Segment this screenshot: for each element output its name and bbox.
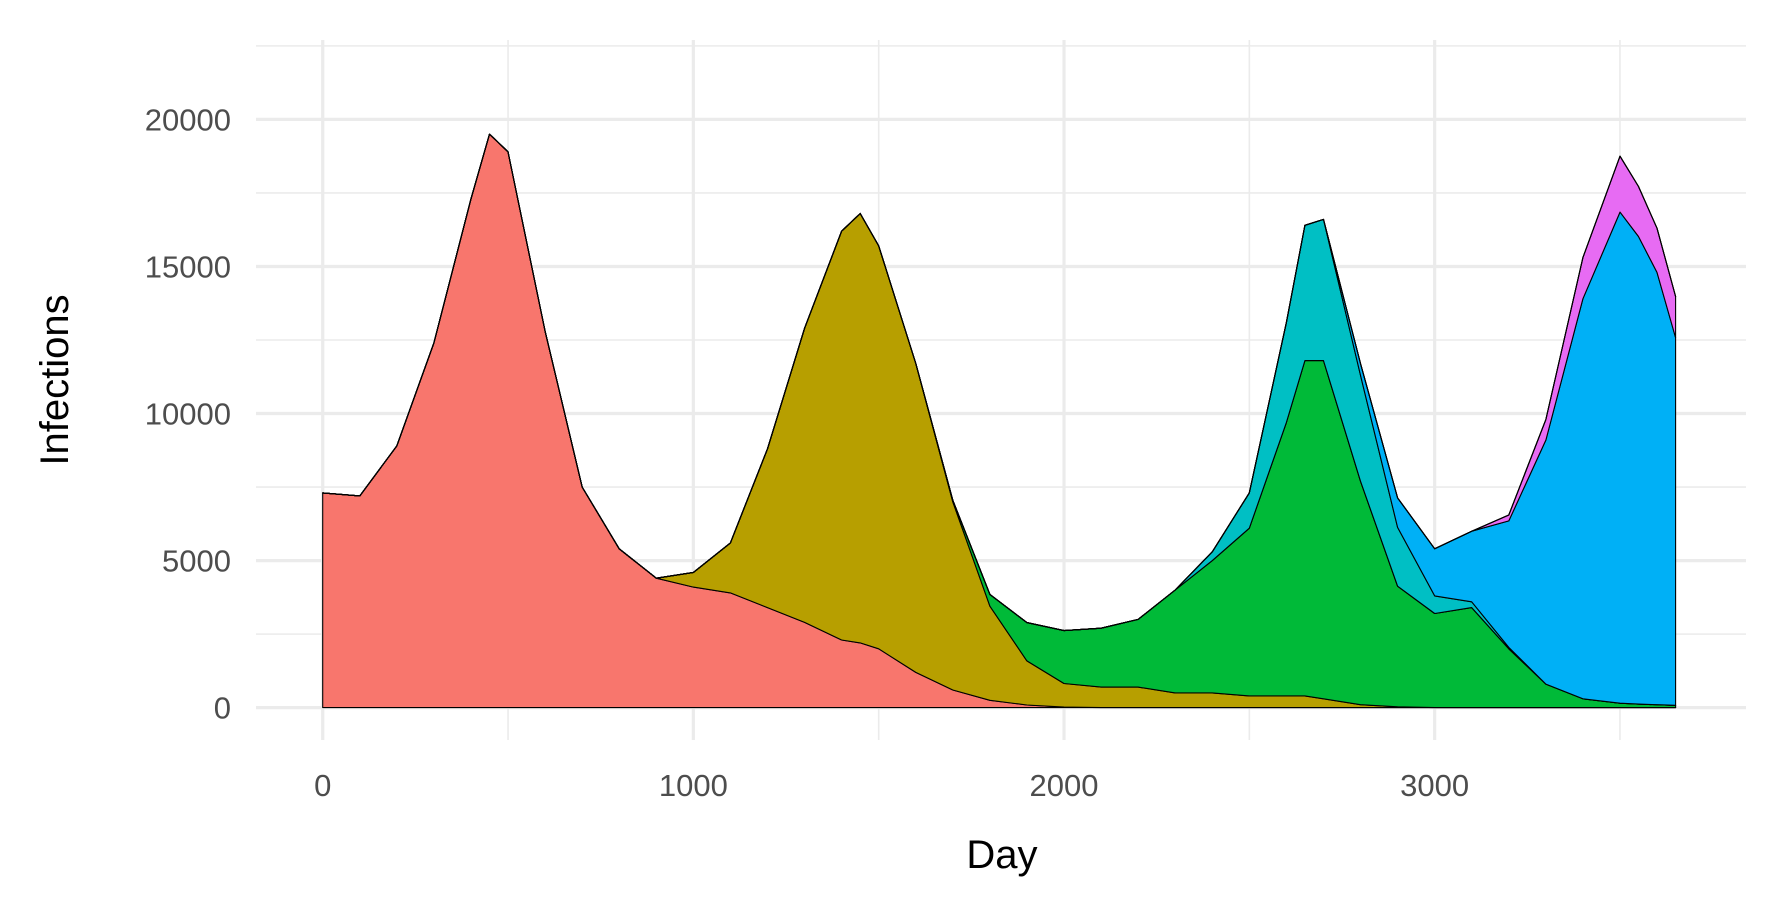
x-tick-label: 1000 — [659, 768, 728, 803]
y-tick-label: 0 — [214, 691, 231, 726]
x-tick-label: 3000 — [1400, 768, 1469, 803]
y-tick-label: 15000 — [145, 249, 231, 284]
y-axis-title: Infections — [33, 294, 77, 465]
y-tick-label: 20000 — [145, 102, 231, 137]
area-series-9 — [322, 133, 1677, 632]
x-tick-label: 2000 — [1030, 768, 1099, 803]
x-tick-label: 0 — [314, 768, 331, 803]
tick-labels: 0 1000 2000 3000 0 5000 10000 15000 20000 — [145, 102, 1469, 803]
x-axis-title: Day — [966, 833, 1037, 877]
y-tick-label: 5000 — [162, 544, 231, 579]
y-tick-label: 10000 — [145, 397, 231, 432]
stacked-areas — [322, 133, 1677, 709]
